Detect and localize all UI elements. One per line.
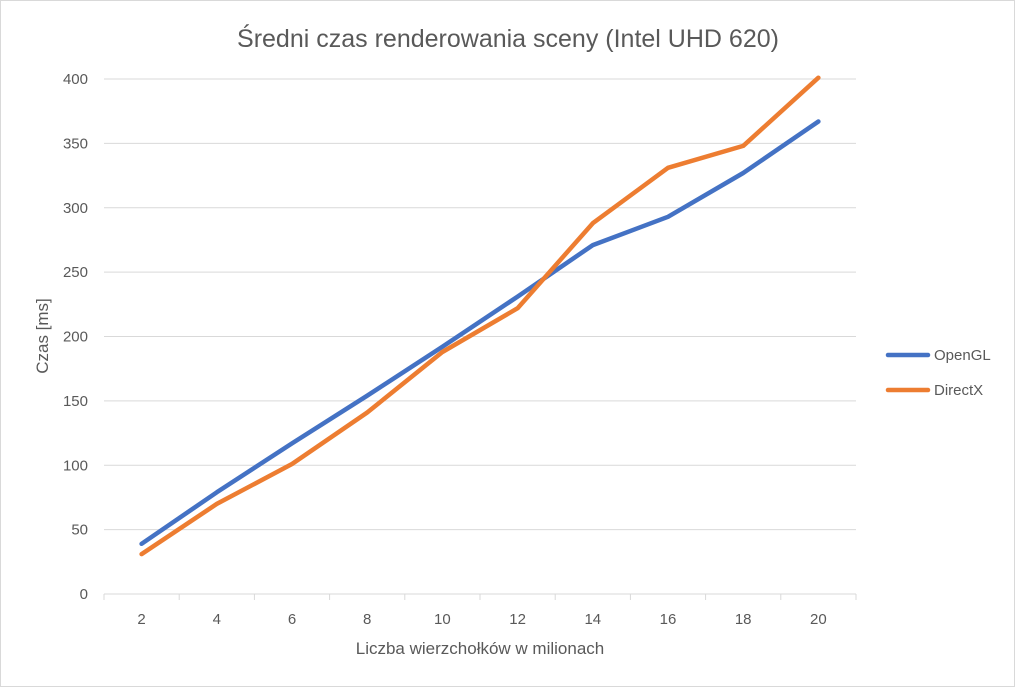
x-tick-label: 12 bbox=[509, 611, 526, 628]
legend-label-directx: DirectX bbox=[934, 382, 983, 399]
y-tick-label: 350 bbox=[63, 135, 88, 152]
x-tick-label: 4 bbox=[213, 611, 221, 628]
axes: 0 50 100 150 200 250 300 350 400 2 4 6 8 10 12 14 16 18 20 bbox=[63, 71, 857, 628]
chart-title: Średni czas renderowania sceny (Intel UH… bbox=[237, 23, 779, 53]
y-tick-label: 200 bbox=[63, 329, 88, 346]
y-tick-label: 300 bbox=[63, 200, 88, 217]
x-tick-label: 20 bbox=[810, 611, 827, 628]
y-tick-label: 400 bbox=[63, 71, 88, 88]
y-tick-label: 250 bbox=[63, 264, 88, 281]
y-tick-label: 50 bbox=[71, 522, 88, 539]
y-tick-label: 100 bbox=[63, 457, 88, 474]
x-tick-label: 16 bbox=[660, 611, 677, 628]
x-tick-label: 6 bbox=[288, 611, 296, 628]
x-axis-title: Liczba wierzchołków w milionach bbox=[356, 639, 604, 658]
series-line-opengl bbox=[139, 119, 821, 547]
legend-label-opengl: OpenGL bbox=[934, 347, 991, 364]
series-lines bbox=[139, 75, 821, 557]
y-tick-label: 0 bbox=[80, 586, 88, 603]
x-tick-label: 18 bbox=[735, 611, 752, 628]
legend: OpenGL DirectX bbox=[885, 347, 991, 399]
gridlines bbox=[104, 78, 856, 531]
series-line-directx bbox=[139, 75, 821, 557]
x-tick-label: 10 bbox=[434, 611, 451, 628]
x-tick-label: 14 bbox=[584, 611, 601, 628]
x-tick-label: 8 bbox=[363, 611, 371, 628]
y-tick-label: 150 bbox=[63, 393, 88, 410]
y-axis-title: Czas [ms] bbox=[33, 298, 52, 374]
x-tick-label: 2 bbox=[137, 611, 145, 628]
